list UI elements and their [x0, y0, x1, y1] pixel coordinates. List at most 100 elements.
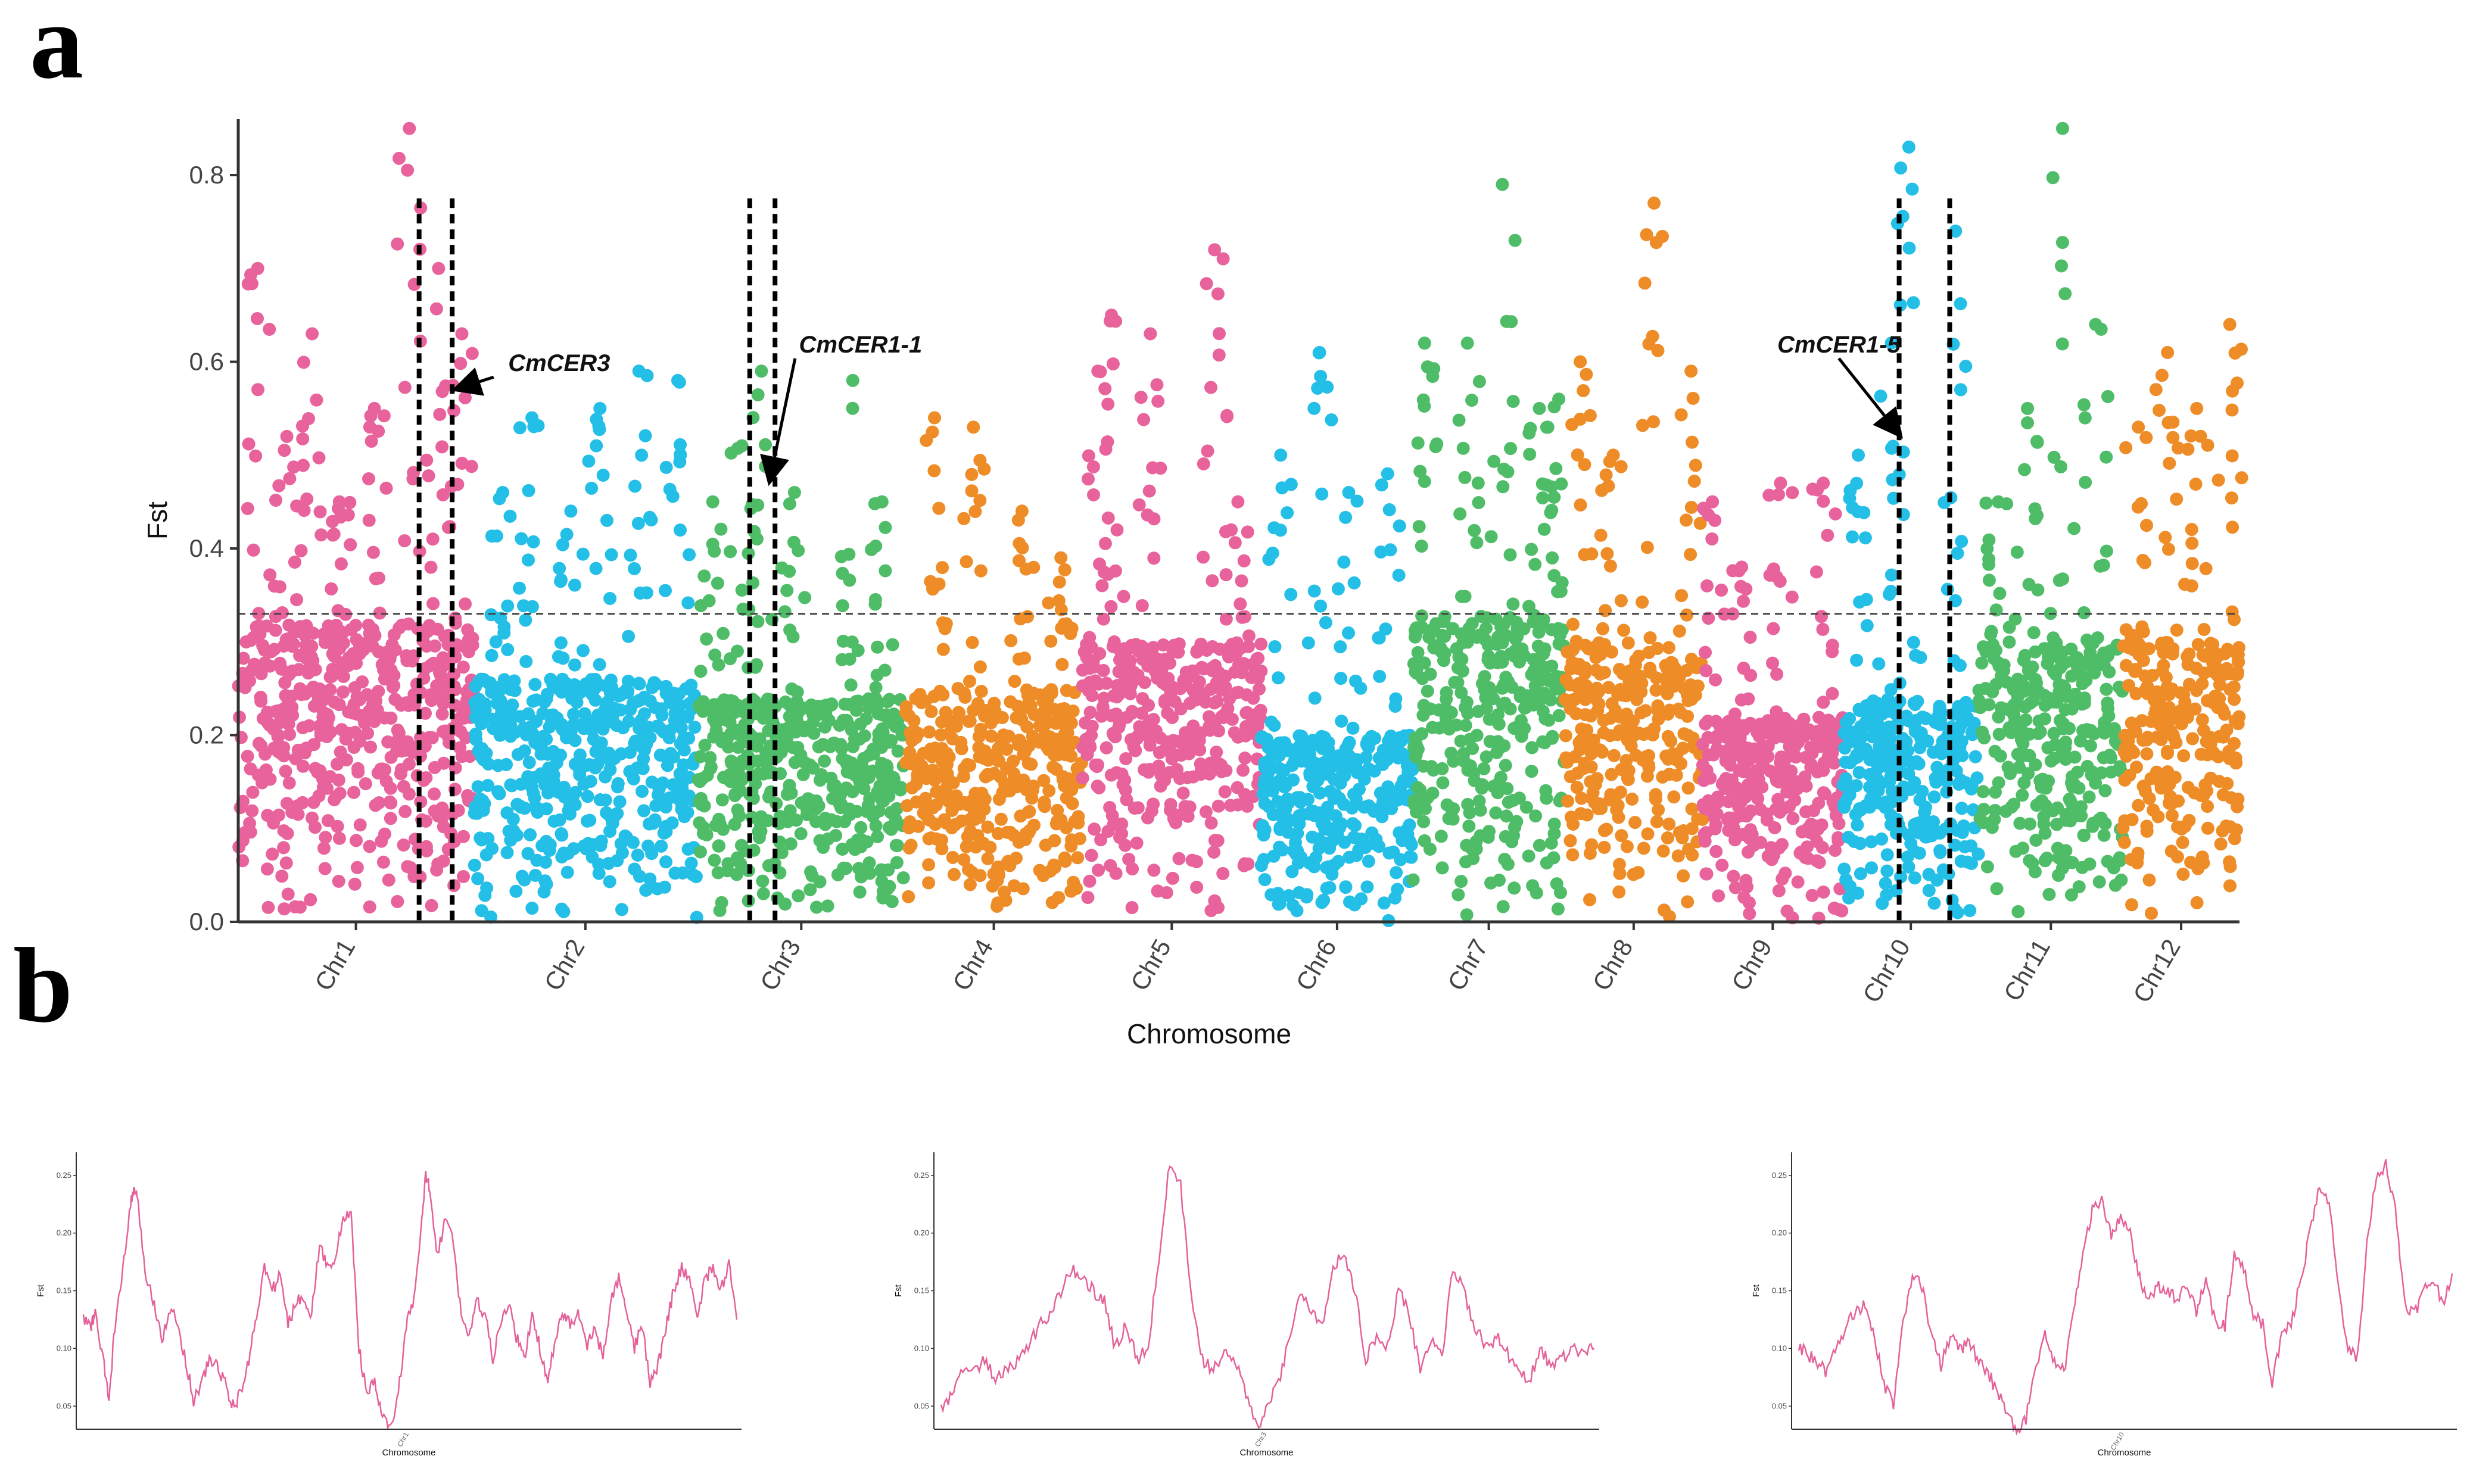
snp-point	[684, 856, 698, 870]
snp-point	[2177, 749, 2191, 763]
snp-point	[1761, 850, 1775, 863]
snp-point	[2010, 545, 2024, 559]
snp-point	[1963, 904, 1977, 918]
snp-point	[527, 535, 540, 548]
snp-point	[2186, 732, 2200, 746]
peak-point	[1460, 336, 1474, 350]
snp-point	[1600, 822, 1614, 836]
snp-point	[985, 713, 998, 727]
snp-point	[880, 759, 893, 772]
snp-point	[1201, 444, 1214, 458]
snp-point	[809, 794, 823, 808]
snp-point	[1976, 725, 1989, 739]
snp-point	[247, 543, 260, 557]
snp-point	[252, 607, 266, 621]
snp-point	[431, 809, 445, 823]
snp-point	[844, 678, 858, 692]
snp-point	[977, 803, 991, 816]
snp-point	[485, 685, 499, 699]
snp-point	[1212, 348, 1226, 362]
snp-point	[359, 777, 372, 791]
snp-point	[1545, 659, 1559, 673]
peak-point	[1015, 504, 1029, 518]
snp-point	[1412, 520, 1426, 534]
snp-point	[2190, 896, 2204, 909]
snp-point	[2150, 765, 2163, 779]
snp-point	[2201, 748, 2214, 762]
snp-point	[1662, 817, 1676, 831]
peak-point	[2055, 121, 2069, 135]
snp-point	[1744, 669, 1758, 682]
snp-point	[504, 729, 518, 743]
snp-point	[1817, 886, 1830, 899]
snp-point	[700, 632, 714, 646]
snp-point	[1628, 816, 1642, 830]
snp-point	[529, 715, 543, 728]
snp-point	[1763, 568, 1777, 582]
snp-point	[577, 717, 590, 731]
snp-point	[2032, 727, 2045, 740]
snp-point	[1245, 671, 1259, 684]
snp-point	[1874, 389, 1887, 403]
snp-point	[843, 573, 856, 587]
snp-point	[1212, 666, 1226, 679]
snp-point	[1404, 850, 1418, 864]
snp-point	[936, 561, 949, 575]
snp-point	[419, 706, 432, 720]
snp-point	[2080, 633, 2094, 647]
snp-point	[2165, 809, 2179, 822]
peak-point	[280, 429, 294, 443]
snp-point	[2204, 771, 2217, 785]
snp-point	[248, 657, 261, 671]
snp-point	[1052, 575, 1066, 589]
snp-point	[872, 727, 886, 741]
snp-point	[869, 819, 883, 833]
snp-point	[2176, 868, 2190, 881]
snp-point	[1522, 849, 1535, 863]
snp-point	[502, 824, 516, 838]
snp-point	[1534, 618, 1548, 631]
snp-point	[1183, 738, 1197, 752]
snp-point	[2125, 716, 2138, 730]
snp-point	[1880, 848, 1894, 862]
snp-point	[1131, 801, 1145, 815]
snp-point	[2055, 337, 2069, 351]
snp-point	[1672, 624, 1686, 638]
snp-point	[2140, 747, 2154, 760]
snp-point	[1642, 749, 1656, 762]
snp-point	[397, 838, 410, 852]
snp-point	[1489, 806, 1503, 820]
snp-point	[1985, 625, 1998, 638]
snp-point	[636, 784, 649, 798]
snp-point	[992, 867, 1005, 881]
peak-point	[564, 504, 578, 518]
snp-point	[2101, 389, 2114, 403]
snp-point	[1425, 623, 1439, 637]
snp-point	[1111, 688, 1125, 702]
snp-point	[1849, 779, 1863, 793]
snp-point	[1042, 596, 1055, 610]
snp-point	[588, 675, 602, 688]
peak-point	[496, 486, 510, 499]
snp-point	[2027, 626, 2041, 640]
snp-point	[1463, 732, 1477, 746]
snp-point	[1076, 679, 1089, 693]
snp-point	[1471, 476, 1485, 490]
snp-point	[1004, 634, 1018, 647]
snp-point	[425, 694, 438, 707]
snp-point	[946, 850, 960, 864]
snp-point	[903, 746, 917, 759]
chromosome-points-chr3	[692, 364, 910, 917]
peak-point	[1684, 364, 1698, 378]
snp-point	[1815, 841, 1829, 855]
snp-point	[1786, 727, 1799, 741]
snp-point	[724, 446, 738, 460]
snp-point	[384, 750, 398, 764]
snp-point	[1826, 638, 1839, 652]
peak-point	[1606, 448, 1620, 462]
snp-point	[621, 686, 634, 700]
snp-point	[1071, 851, 1085, 865]
snp-point	[2227, 680, 2241, 694]
snp-point	[963, 878, 977, 891]
snp-point	[1614, 682, 1627, 696]
